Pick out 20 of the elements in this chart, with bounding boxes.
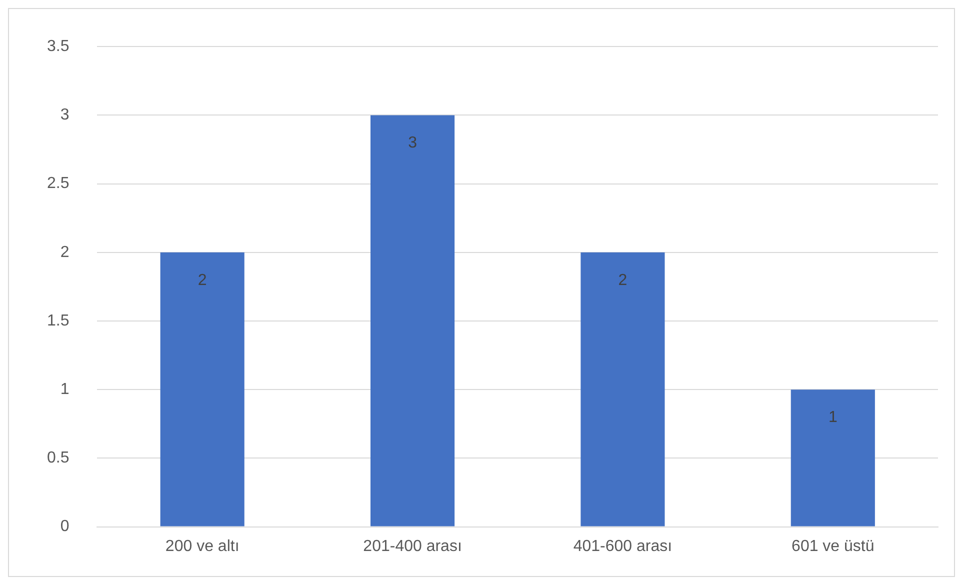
x-tick-label: 401-600 arası xyxy=(573,538,672,555)
y-tick-label: 0 xyxy=(60,518,70,536)
y-tick-label: 0.5 xyxy=(46,450,70,467)
y-tick-label: 2 xyxy=(60,244,70,261)
data-label: 3 xyxy=(408,134,418,152)
bar xyxy=(160,252,244,526)
y-tick-label: 2.5 xyxy=(46,175,70,192)
bar xyxy=(370,115,455,526)
bar xyxy=(580,252,665,526)
x-tick-label: 601 ve üstü xyxy=(792,538,874,555)
data-label: 2 xyxy=(618,272,628,289)
y-tick-label: 3.5 xyxy=(46,38,70,56)
bar xyxy=(790,390,875,526)
x-tick-label: 201-400 arası xyxy=(363,538,462,555)
data-label: 2 xyxy=(198,272,207,289)
y-tick-label: 1.5 xyxy=(46,312,70,330)
data-label: 1 xyxy=(828,409,838,426)
y-tick-label: 1 xyxy=(60,381,70,398)
x-tick-label: 200 ve altı xyxy=(165,538,240,555)
y-tick-label: 3 xyxy=(60,106,70,124)
